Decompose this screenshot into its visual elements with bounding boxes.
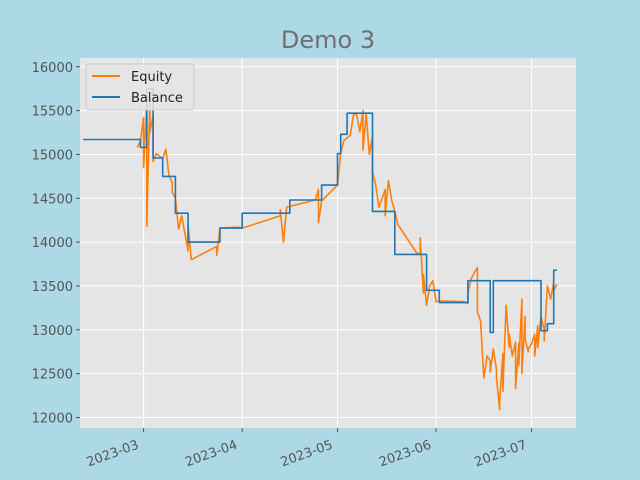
x-tick-label: 2023-03	[85, 438, 141, 471]
y-axis: 12000 12500 13000 13500 14000 14500 15000 15500…	[32, 61, 80, 426]
y-tick-label: 12000	[32, 411, 73, 426]
x-tick-label: 2023-06	[377, 438, 433, 471]
y-tick-label: 16000	[32, 61, 73, 76]
y-tick-label: 13500	[32, 280, 73, 295]
chart-title: Demo 3	[281, 26, 375, 54]
x-tick-label: 2023-07	[473, 438, 529, 471]
series-layer	[83, 87, 558, 411]
y-tick-label: 12500	[32, 368, 73, 383]
x-tick-label: 2023-04	[183, 438, 239, 471]
x-axis: 2023-03 2023-04 2023-05 2023-06 2023-07	[85, 428, 532, 470]
x-tick-label: 2023-05	[279, 438, 335, 471]
legend: Equity Balance	[85, 63, 195, 111]
y-tick-label: 15000	[32, 148, 73, 163]
balance-line	[83, 87, 557, 334]
y-tick-label: 14500	[32, 192, 73, 207]
legend-label-balance: Balance	[131, 91, 183, 106]
legend-label-equity: Equity	[131, 70, 172, 85]
plot-area	[80, 58, 576, 428]
y-tick-label: 15500	[32, 105, 73, 120]
y-tick-label: 13000	[32, 324, 73, 339]
y-tick-label: 14000	[32, 236, 73, 251]
